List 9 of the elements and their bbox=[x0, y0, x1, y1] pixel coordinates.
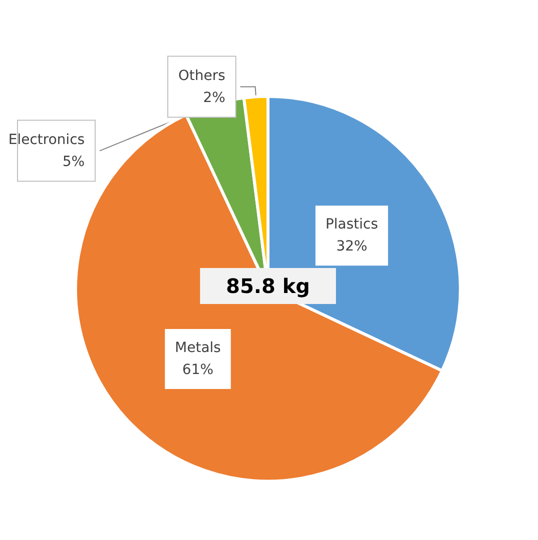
data-label: 61% bbox=[182, 362, 214, 378]
data-label: 5% bbox=[62, 154, 85, 170]
slice-label: Metals bbox=[174, 340, 221, 356]
slice-label: Electronics bbox=[8, 132, 85, 148]
data-label: 2% bbox=[203, 90, 226, 106]
text: 85.8 kg bbox=[226, 274, 310, 298]
slice-label: Others bbox=[178, 68, 226, 84]
slice-label: Plastics bbox=[325, 216, 378, 233]
data-label: 32% bbox=[336, 238, 368, 255]
